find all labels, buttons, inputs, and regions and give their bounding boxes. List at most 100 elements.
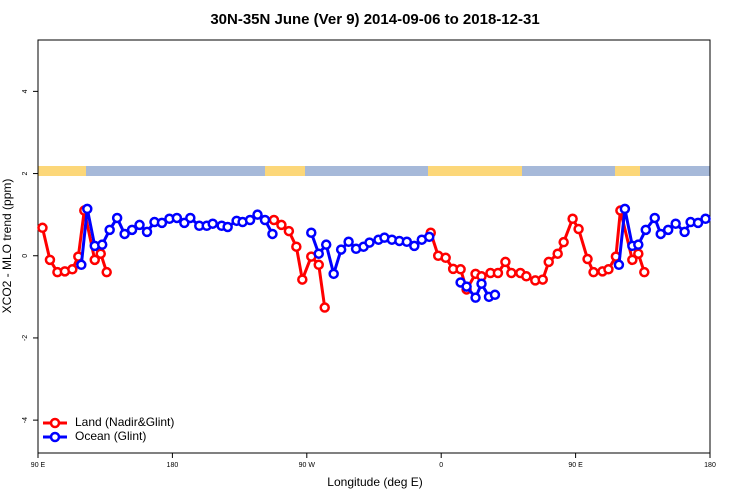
x-tick-label: 180 [704, 462, 716, 469]
x-tick-label: 180 [167, 462, 179, 469]
y-axis-label: XCO2 - MLO trend (ppm) [0, 179, 14, 314]
y-tick-label: 2 [22, 172, 29, 176]
data-point [582, 253, 593, 265]
data-point [96, 239, 108, 250]
data-point [156, 217, 168, 229]
data-point [639, 266, 650, 278]
data-point [558, 236, 569, 248]
data-point [259, 214, 271, 226]
data-point [662, 224, 674, 236]
data-point [104, 224, 115, 236]
data-point [95, 248, 106, 259]
data-point [119, 228, 130, 240]
data-point [185, 212, 196, 224]
data-point [37, 222, 48, 234]
data-point [640, 224, 652, 236]
land-strip [38, 166, 86, 176]
data-point [409, 240, 420, 252]
data-point [319, 302, 330, 313]
data-point [171, 212, 183, 224]
data-point [141, 226, 153, 238]
data-point [364, 237, 375, 248]
x-tick-label: 0 [439, 462, 443, 469]
data-point [613, 259, 625, 271]
data-point [649, 212, 660, 224]
data-point [543, 256, 554, 268]
data-point [343, 236, 354, 248]
data-point [291, 241, 302, 252]
data-point [134, 219, 145, 231]
data-point [313, 259, 324, 271]
x-tick-label: 90 E [568, 462, 583, 469]
data-point [82, 203, 93, 215]
data-point [276, 219, 287, 231]
data-point [313, 248, 324, 259]
data-point [655, 228, 666, 240]
data-point [633, 248, 644, 259]
data-point [244, 214, 256, 226]
data-point [424, 231, 435, 243]
data-point [306, 227, 317, 238]
data-point [252, 209, 263, 220]
data-point [588, 266, 599, 278]
data-point [489, 289, 501, 301]
x-tick-label: 90 W [299, 462, 316, 469]
data-point [567, 213, 578, 225]
data-point [126, 224, 138, 236]
data-point [455, 264, 466, 275]
land-strip [265, 166, 305, 176]
y-tick-label: 4 [22, 89, 29, 93]
data-point [633, 239, 644, 250]
data-point [521, 271, 532, 282]
ocean-strip [38, 166, 710, 176]
legend-marker [49, 417, 61, 429]
data-point [440, 252, 451, 264]
legend-marker [49, 431, 61, 443]
data-point [573, 223, 584, 235]
legend-label: Ocean (Glint) [75, 429, 146, 443]
data-point [500, 256, 511, 268]
legend-label: Land (Nadir&Glint) [75, 415, 174, 429]
data-point [111, 212, 123, 224]
data-point [67, 264, 78, 275]
y-tick-label: -2 [22, 335, 29, 341]
data-point [101, 266, 112, 278]
data-point [267, 228, 278, 240]
land-ocean-strip [38, 166, 710, 176]
data-point [297, 274, 308, 285]
data-point [89, 254, 100, 266]
data-point [461, 281, 472, 292]
data-point [283, 225, 295, 237]
x-tick-label: 90 E [31, 462, 46, 469]
data-point [207, 218, 218, 229]
data-point [700, 213, 711, 225]
data-point [537, 274, 548, 285]
data-point [506, 267, 517, 279]
data-point [335, 244, 347, 255]
y-tick-label: -4 [22, 417, 29, 423]
data-point [401, 236, 413, 248]
data-point [476, 278, 487, 289]
land-strip [615, 166, 640, 176]
data-point [492, 267, 504, 279]
land-strip [428, 166, 522, 176]
data-point [470, 292, 481, 303]
data-point [692, 217, 704, 229]
chart-title: 30N-35N June (Ver 9) 2014-09-06 to 2018-… [210, 11, 539, 28]
data-point [670, 218, 681, 229]
data-point [222, 221, 233, 233]
data-point [44, 254, 56, 266]
data-point [679, 226, 690, 238]
data-point [328, 268, 339, 280]
data-point [619, 203, 631, 215]
y-tick-label: 0 [22, 254, 29, 258]
data-point [76, 259, 87, 271]
data-point [552, 248, 563, 259]
data-point [320, 239, 332, 250]
plot-frame [37, 39, 711, 454]
data-point [603, 264, 614, 275]
data-point [627, 254, 638, 266]
x-axis-label: Longitude (deg E) [327, 475, 422, 489]
